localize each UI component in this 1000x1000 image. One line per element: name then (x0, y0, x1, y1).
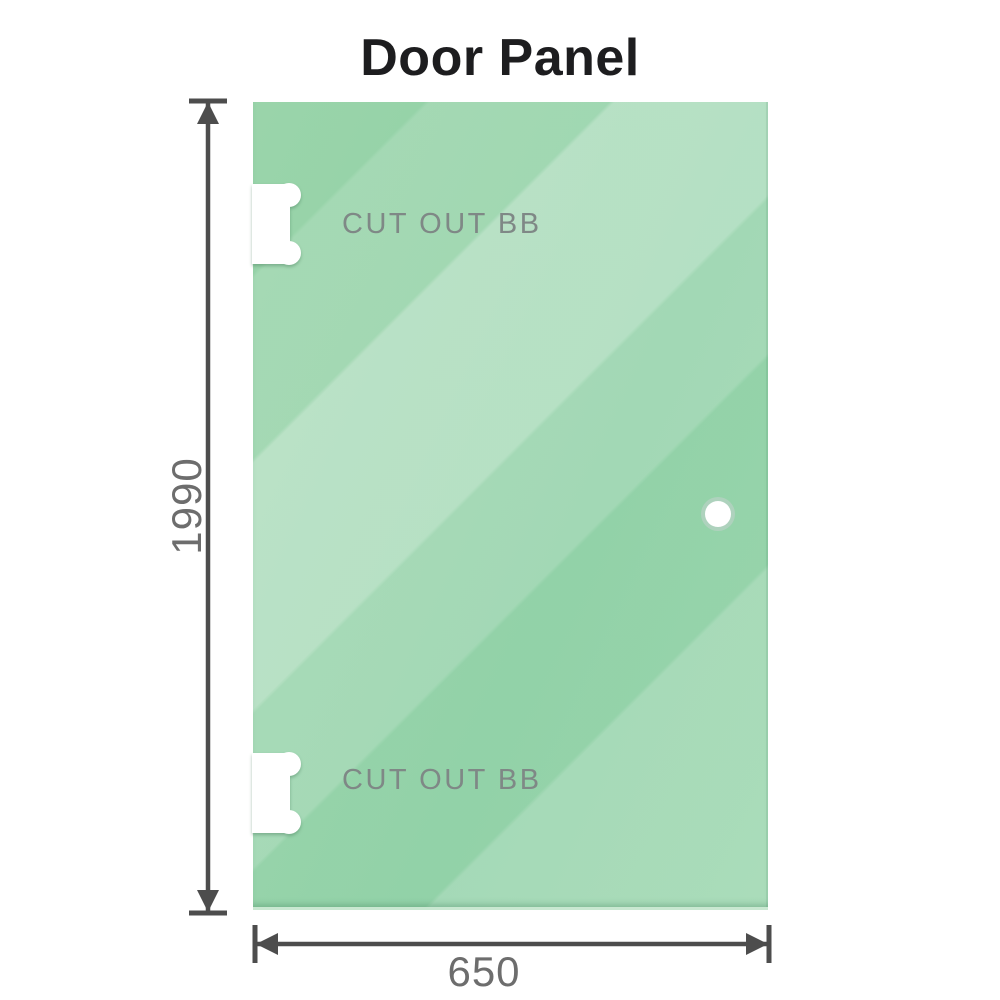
cutout-label-top: CUT OUT BB (342, 208, 542, 240)
cutout-label-bottom: CUT OUT BB (342, 764, 542, 796)
cutout-notch-top (252, 183, 301, 265)
height-dimension-label: 1990 (163, 457, 210, 555)
cutout-notch-bottom (252, 752, 301, 834)
width-dimension-line (252, 925, 772, 963)
glass-panel: CUT OUT BB CUT OUT BB (252, 102, 768, 910)
round-hole (701, 497, 735, 531)
height-dimension-line (189, 98, 227, 916)
width-dimension-label: 650 (447, 948, 521, 995)
diagram-title: Door Panel (360, 29, 640, 87)
